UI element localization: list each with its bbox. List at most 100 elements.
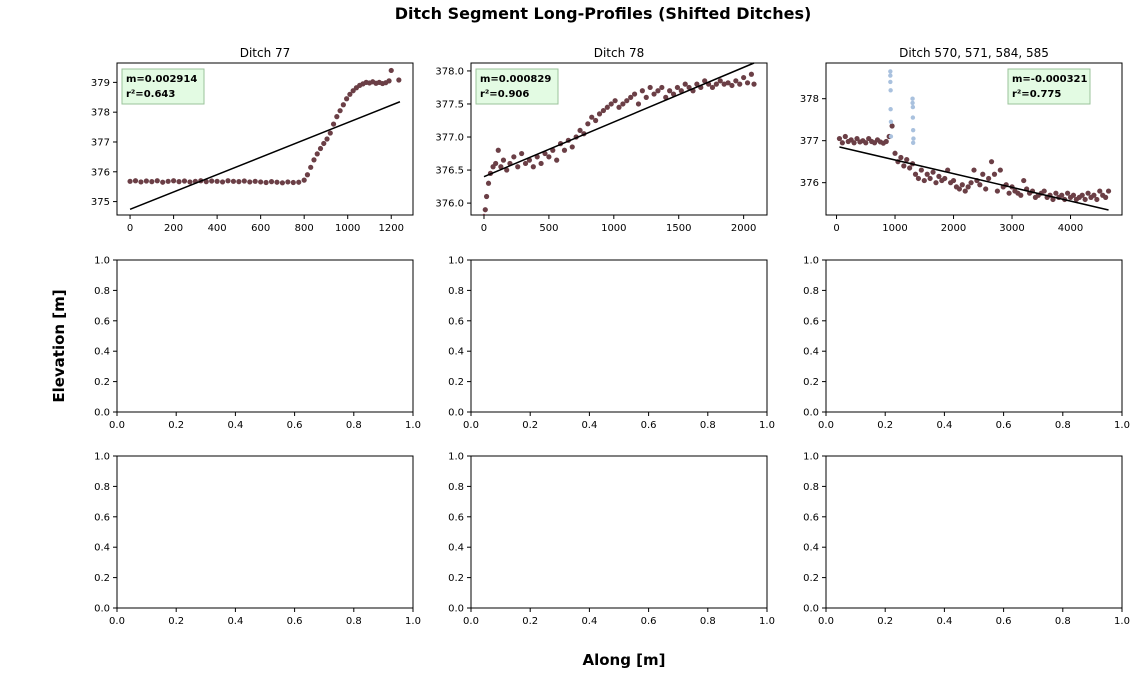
stats-box-bg — [121, 68, 205, 105]
r2-label: r²=0.775 — [1012, 89, 1061, 100]
y-tick-label: 378 — [91, 108, 110, 119]
data-point — [203, 179, 209, 185]
data-point — [986, 175, 992, 182]
data-point — [1064, 190, 1071, 196]
data-point — [956, 186, 962, 192]
data-point — [965, 184, 971, 190]
x-tick-label: 1.0 — [759, 420, 775, 431]
data-point — [1053, 190, 1059, 196]
x-tick-label: 0.8 — [346, 420, 362, 431]
data-point — [1070, 192, 1077, 198]
data-point — [132, 178, 139, 184]
y-tick-label: 0.6 — [803, 512, 819, 523]
data-point — [1021, 177, 1027, 184]
x-tick-label: 0.2 — [168, 616, 184, 627]
data-point — [713, 81, 719, 87]
data-point — [482, 207, 488, 213]
axes-frame — [825, 455, 1123, 609]
data-point — [733, 78, 739, 84]
data-point — [910, 127, 916, 133]
data-point — [347, 91, 353, 97]
y-tick-label: 0.6 — [94, 316, 110, 327]
subplot-title: Ditch 570, 571, 584, 585 — [899, 46, 1049, 60]
y-tick-label: 0.8 — [94, 482, 110, 493]
data-point — [143, 178, 149, 184]
x-tick-label: 0.4 — [227, 616, 243, 627]
subplot-4: 0.0 0.2 0.4 0.6 0.8 1.0 0.0 0.2 0.4 0.6 0.8 1.0 — [94, 256, 421, 432]
x-tick-label: 0.6 — [641, 616, 657, 627]
y-tick-label: 0.8 — [94, 286, 110, 297]
slope-label: m=0.000829 — [480, 74, 551, 85]
data-point — [519, 150, 525, 157]
data-point — [1085, 190, 1091, 196]
data-point — [678, 88, 684, 94]
subplot-2: Ditch 78 0 500 1000 1500 2000 376.0 376.5 377.0 3… — [435, 46, 768, 234]
data-point — [538, 160, 544, 167]
slope-label: m=-0.000321 — [1012, 74, 1087, 85]
x-tick-label: 0.6 — [996, 420, 1012, 431]
figure-xlabel: Along [m] — [582, 651, 665, 669]
data-point — [247, 179, 253, 185]
data-point — [936, 173, 942, 179]
data-point — [962, 188, 968, 194]
data-point — [997, 167, 1003, 173]
data-point — [1018, 192, 1024, 198]
data-point — [912, 171, 919, 177]
data-point — [209, 178, 215, 184]
subplot-9: 0.0 0.2 0.4 0.6 0.8 1.0 0.0 0.2 0.4 0.6 0.8 1.0 — [803, 452, 1130, 628]
data-point — [950, 177, 957, 184]
data-point — [138, 179, 144, 185]
x-tick-label: 0 — [833, 223, 839, 234]
y-tick-label: 0.2 — [94, 377, 110, 388]
x-tick-label: 0.8 — [700, 420, 716, 431]
data-point — [593, 117, 599, 124]
data-point — [515, 164, 521, 170]
data-point — [631, 91, 638, 97]
y-tick-label: 0.6 — [803, 316, 819, 327]
data-point — [511, 154, 517, 160]
x-tick-label: 0.4 — [936, 616, 952, 627]
data-point — [911, 136, 916, 141]
data-point — [522, 160, 529, 167]
x-tick-label: 1000 — [601, 223, 626, 234]
data-point — [274, 179, 280, 185]
data-point — [924, 171, 930, 177]
data-point — [127, 178, 133, 184]
x-tick-label: 0.2 — [877, 420, 893, 431]
data-point — [918, 167, 924, 173]
x-tick-label: 600 — [251, 223, 270, 234]
data-point — [639, 88, 645, 94]
data-point — [530, 164, 536, 170]
data-point — [988, 159, 995, 165]
data-point — [910, 115, 916, 120]
data-point — [585, 121, 591, 127]
y-tick-label: 1.0 — [448, 256, 464, 267]
data-point — [930, 169, 936, 175]
subplot-grid: Ditch 77 0 200 400 600 800 1000 1200 375 376 377 37… — [91, 46, 1130, 627]
data-point — [321, 140, 327, 147]
data-point — [744, 80, 751, 86]
data-point — [647, 84, 653, 91]
data-point — [910, 100, 915, 106]
data-point — [1041, 188, 1047, 194]
data-point — [301, 177, 307, 183]
data-point — [546, 154, 552, 160]
data-point — [624, 98, 630, 104]
y-tick-label: 376 — [91, 167, 110, 178]
data-point — [290, 179, 296, 186]
data-point — [1091, 192, 1097, 198]
data-point — [1094, 196, 1100, 203]
x-tick-label: 0 — [127, 223, 133, 234]
data-point — [1103, 194, 1109, 200]
data-point — [942, 175, 948, 182]
data-point — [569, 144, 575, 150]
data-point — [340, 102, 346, 108]
data-point — [836, 135, 843, 142]
data-point — [851, 140, 857, 146]
x-tick-label: 0.0 — [109, 616, 125, 627]
x-tick-label: 0.6 — [287, 616, 303, 627]
y-tick-label: 0.2 — [803, 377, 819, 388]
data-point — [933, 180, 939, 186]
x-tick-label: 1000 — [882, 223, 907, 234]
y-tick-label: 376.0 — [435, 199, 464, 210]
